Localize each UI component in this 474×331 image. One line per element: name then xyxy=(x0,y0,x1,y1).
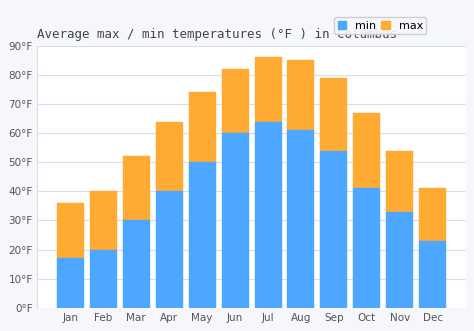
Bar xyxy=(255,121,282,308)
Bar xyxy=(419,241,446,308)
Bar xyxy=(57,203,84,258)
Bar xyxy=(123,157,150,220)
Bar xyxy=(57,258,84,308)
Bar xyxy=(156,121,182,191)
Bar xyxy=(189,92,216,162)
Bar xyxy=(90,191,117,250)
Bar xyxy=(90,250,117,308)
Bar xyxy=(386,212,413,308)
Bar xyxy=(255,58,282,121)
Bar xyxy=(320,78,347,151)
Bar xyxy=(353,188,380,308)
Legend: min, max: min, max xyxy=(334,17,426,34)
Text: Average max / min temperatures (°F ) in Columbus: Average max / min temperatures (°F ) in … xyxy=(37,27,397,40)
Bar xyxy=(221,133,248,308)
Bar xyxy=(156,191,182,308)
Bar xyxy=(123,220,150,308)
Bar xyxy=(189,162,216,308)
Bar xyxy=(287,130,314,308)
Bar xyxy=(353,113,380,188)
Bar xyxy=(287,60,314,130)
Bar xyxy=(386,151,413,212)
Bar xyxy=(221,69,248,133)
Bar xyxy=(419,188,446,241)
Bar xyxy=(320,151,347,308)
